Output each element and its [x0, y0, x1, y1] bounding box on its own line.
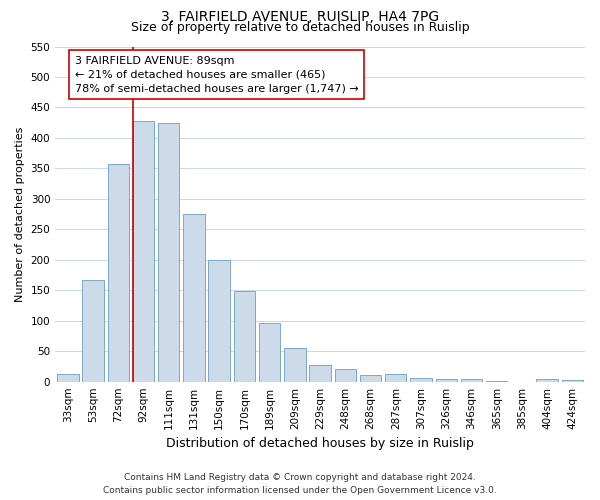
- Text: 3 FAIRFIELD AVENUE: 89sqm
← 21% of detached houses are smaller (465)
78% of semi: 3 FAIRFIELD AVENUE: 89sqm ← 21% of detac…: [75, 56, 358, 94]
- Bar: [562, 380, 583, 382]
- Bar: [310, 365, 331, 382]
- X-axis label: Distribution of detached houses by size in Ruislip: Distribution of detached houses by size …: [166, 437, 474, 450]
- Bar: [536, 379, 558, 382]
- Bar: [259, 322, 280, 382]
- Text: 3, FAIRFIELD AVENUE, RUISLIP, HA4 7PG: 3, FAIRFIELD AVENUE, RUISLIP, HA4 7PG: [161, 10, 439, 24]
- Bar: [486, 381, 508, 382]
- Bar: [360, 375, 381, 382]
- Bar: [233, 291, 255, 382]
- Bar: [107, 164, 129, 382]
- Bar: [82, 280, 104, 382]
- Bar: [461, 378, 482, 382]
- Bar: [158, 122, 179, 382]
- Bar: [133, 121, 154, 382]
- Bar: [284, 348, 305, 382]
- Y-axis label: Number of detached properties: Number of detached properties: [15, 126, 25, 302]
- Bar: [385, 374, 406, 382]
- Bar: [335, 370, 356, 382]
- Bar: [436, 378, 457, 382]
- Bar: [57, 374, 79, 382]
- Bar: [183, 214, 205, 382]
- Bar: [208, 260, 230, 382]
- Bar: [410, 378, 432, 382]
- Text: Size of property relative to detached houses in Ruislip: Size of property relative to detached ho…: [131, 21, 469, 34]
- Text: Contains HM Land Registry data © Crown copyright and database right 2024.
Contai: Contains HM Land Registry data © Crown c…: [103, 474, 497, 495]
